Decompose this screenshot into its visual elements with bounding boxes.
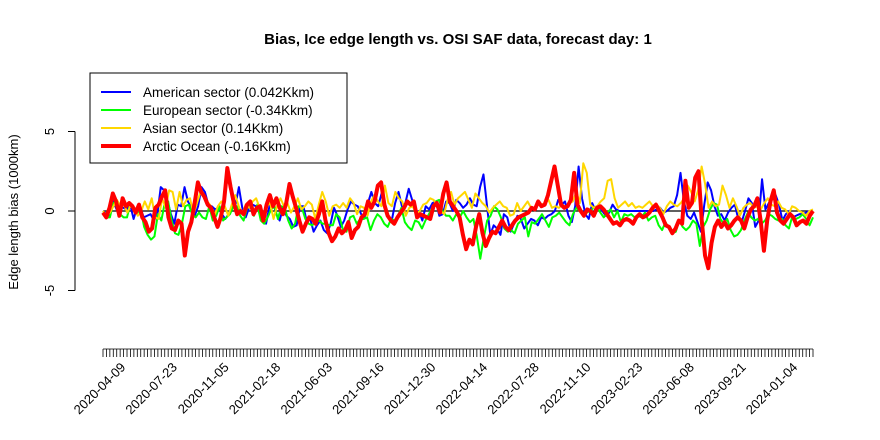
x-tick-label: 2021-02-18: [226, 360, 284, 418]
y-tick-label: -5: [42, 285, 57, 297]
x-tick-label: 2023-06-08: [639, 360, 697, 418]
legend-entry: Asian sector (0.14Kkm): [143, 121, 283, 136]
x-tick-label: 2020-11-05: [175, 360, 232, 417]
y-axis: -5 0 5: [42, 128, 76, 297]
x-tick-label: 2021-12-30: [381, 360, 439, 418]
x-axis-tick-labels: 2020-04-092020-07-232020-11-052021-02-18…: [71, 360, 801, 418]
x-tick-label: 2021-06-03: [277, 360, 335, 418]
x-tick-label: 2022-04-14: [433, 360, 491, 418]
legend: American sector (0.042Kkm) European secto…: [89, 72, 348, 164]
x-tick-label: 2022-07-28: [484, 360, 542, 418]
series-layer: [101, 162, 815, 271]
x-tick-label: 2023-02-23: [588, 360, 646, 418]
y-tick-label: 0: [42, 207, 57, 214]
x-tick-label: 2020-07-23: [122, 360, 180, 418]
y-axis-label: Edge length bias (1000km): [6, 134, 21, 289]
x-axis-ticks: [102, 348, 814, 357]
y-tick-label: 5: [42, 128, 57, 135]
x-tick-label: 2021-09-16: [329, 360, 387, 418]
asian-sector-line: [102, 162, 814, 220]
x-tick-label: 2024-01-04: [743, 360, 801, 418]
chart-title: Bias, Ice edge length vs. OSI SAF data, …: [264, 31, 652, 48]
legend-box: [89, 72, 348, 164]
legend-entry: American sector (0.042Kkm): [143, 85, 314, 100]
arctic-ocean-line: [101, 164, 815, 271]
x-tick-label: 2022-11-10: [537, 360, 594, 417]
x-tick-label: 2023-09-21: [691, 360, 749, 418]
legend-entry: Arctic Ocean (-0.16Kkm): [143, 139, 291, 154]
american-sector-line: [102, 165, 813, 236]
x-tick-label: 2020-04-09: [71, 360, 129, 418]
legend-entry: European sector (-0.34Kkm): [143, 103, 313, 118]
